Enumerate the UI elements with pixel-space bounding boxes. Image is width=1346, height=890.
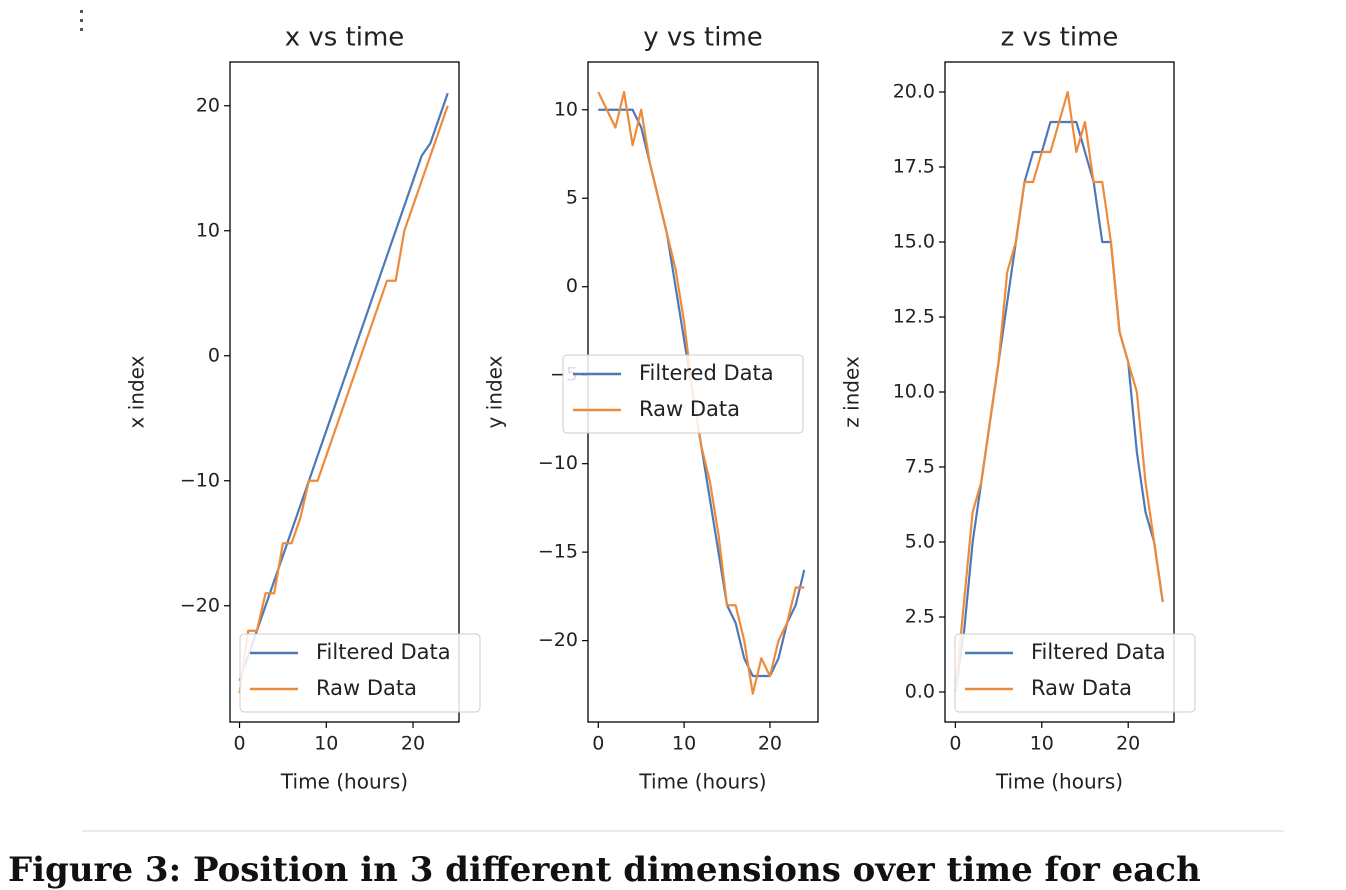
y-tick-label: 10.0 <box>893 381 935 403</box>
data-line <box>597 90 805 695</box>
data-line <box>954 120 1164 693</box>
caption: Figure 3: Position in 3 different dimens… <box>8 850 1201 890</box>
x-tick-label: 10 <box>1030 733 1054 755</box>
x-tick-label: 20 <box>1116 733 1140 755</box>
x-tick-label: 20 <box>401 733 425 755</box>
x-axis-label: Time (hours) <box>638 770 766 794</box>
data-line <box>238 105 449 694</box>
y-tick-label: −10 <box>180 469 220 491</box>
legend: Filtered Data Raw Data <box>562 354 804 434</box>
x-tick-label: 20 <box>758 733 782 755</box>
y-tick-label: −20 <box>538 629 578 651</box>
chart-title: z vs time <box>1001 23 1119 53</box>
data-line <box>954 90 1164 693</box>
legend-box <box>954 633 1196 713</box>
legend-label: Raw Data <box>639 397 740 421</box>
chart-title: x vs time <box>285 23 405 53</box>
x-axis-label: Time (hours) <box>995 770 1123 794</box>
y-tick-label: 5 <box>566 187 578 209</box>
x-tick-label: 10 <box>314 733 338 755</box>
legend-label: Filtered Data <box>639 361 774 385</box>
y-tick-label: 2.5 <box>905 606 935 628</box>
legend-box <box>239 633 481 713</box>
y-axis-label: x index <box>125 355 149 428</box>
axes-frame <box>944 61 1175 723</box>
legend-label: Filtered Data <box>316 640 451 664</box>
y-tick-label: 20.0 <box>893 81 935 103</box>
menu-icon[interactable] <box>80 10 83 31</box>
legend: Filtered Data Raw Data <box>239 633 481 713</box>
page: {"chart_data": [ {"type": "line", "title… <box>8 10 1284 890</box>
x-tick-label: 10 <box>672 733 696 755</box>
x-axis-label: Time (hours) <box>280 770 408 794</box>
y-tick-label: −15 <box>538 541 578 563</box>
chart-title: y vs time <box>643 23 763 53</box>
y-tick-label: 7.5 <box>905 456 935 478</box>
y-tick-label: −20 <box>180 594 220 616</box>
y-tick-label: 20 <box>196 94 220 116</box>
figure: −20 −10 0 10 20 0 10 20 x vs time Time (hours) x i… <box>80 10 1284 832</box>
legend-label: Raw Data <box>1031 676 1132 700</box>
y-tick-label: 0 <box>566 275 578 297</box>
legend: Filtered Data Raw Data <box>954 633 1196 713</box>
data-line <box>238 92 449 682</box>
y-tick-label: 12.5 <box>893 306 935 328</box>
y-tick-label: 0 <box>208 344 220 366</box>
x-tick-label: 0 <box>233 733 245 755</box>
x-tick-label: 0 <box>949 733 961 755</box>
legend-box <box>562 354 804 434</box>
y-tick-label: 17.5 <box>893 156 935 178</box>
y-tick-label: 5.0 <box>905 531 935 553</box>
y-axis-label: y index <box>483 355 507 428</box>
legend-label: Raw Data <box>316 676 417 700</box>
y-tick-label: 0.0 <box>905 681 935 703</box>
x-tick-label: 0 <box>592 733 604 755</box>
y-tick-label: 10 <box>196 219 220 241</box>
legend-label: Filtered Data <box>1031 640 1166 664</box>
y-axis-label: z index <box>840 356 864 428</box>
axes-frame <box>229 61 460 723</box>
y-tick-label: 15.0 <box>893 231 935 253</box>
y-tick-label: 10 <box>554 98 578 120</box>
y-tick-label: −10 <box>538 452 578 474</box>
